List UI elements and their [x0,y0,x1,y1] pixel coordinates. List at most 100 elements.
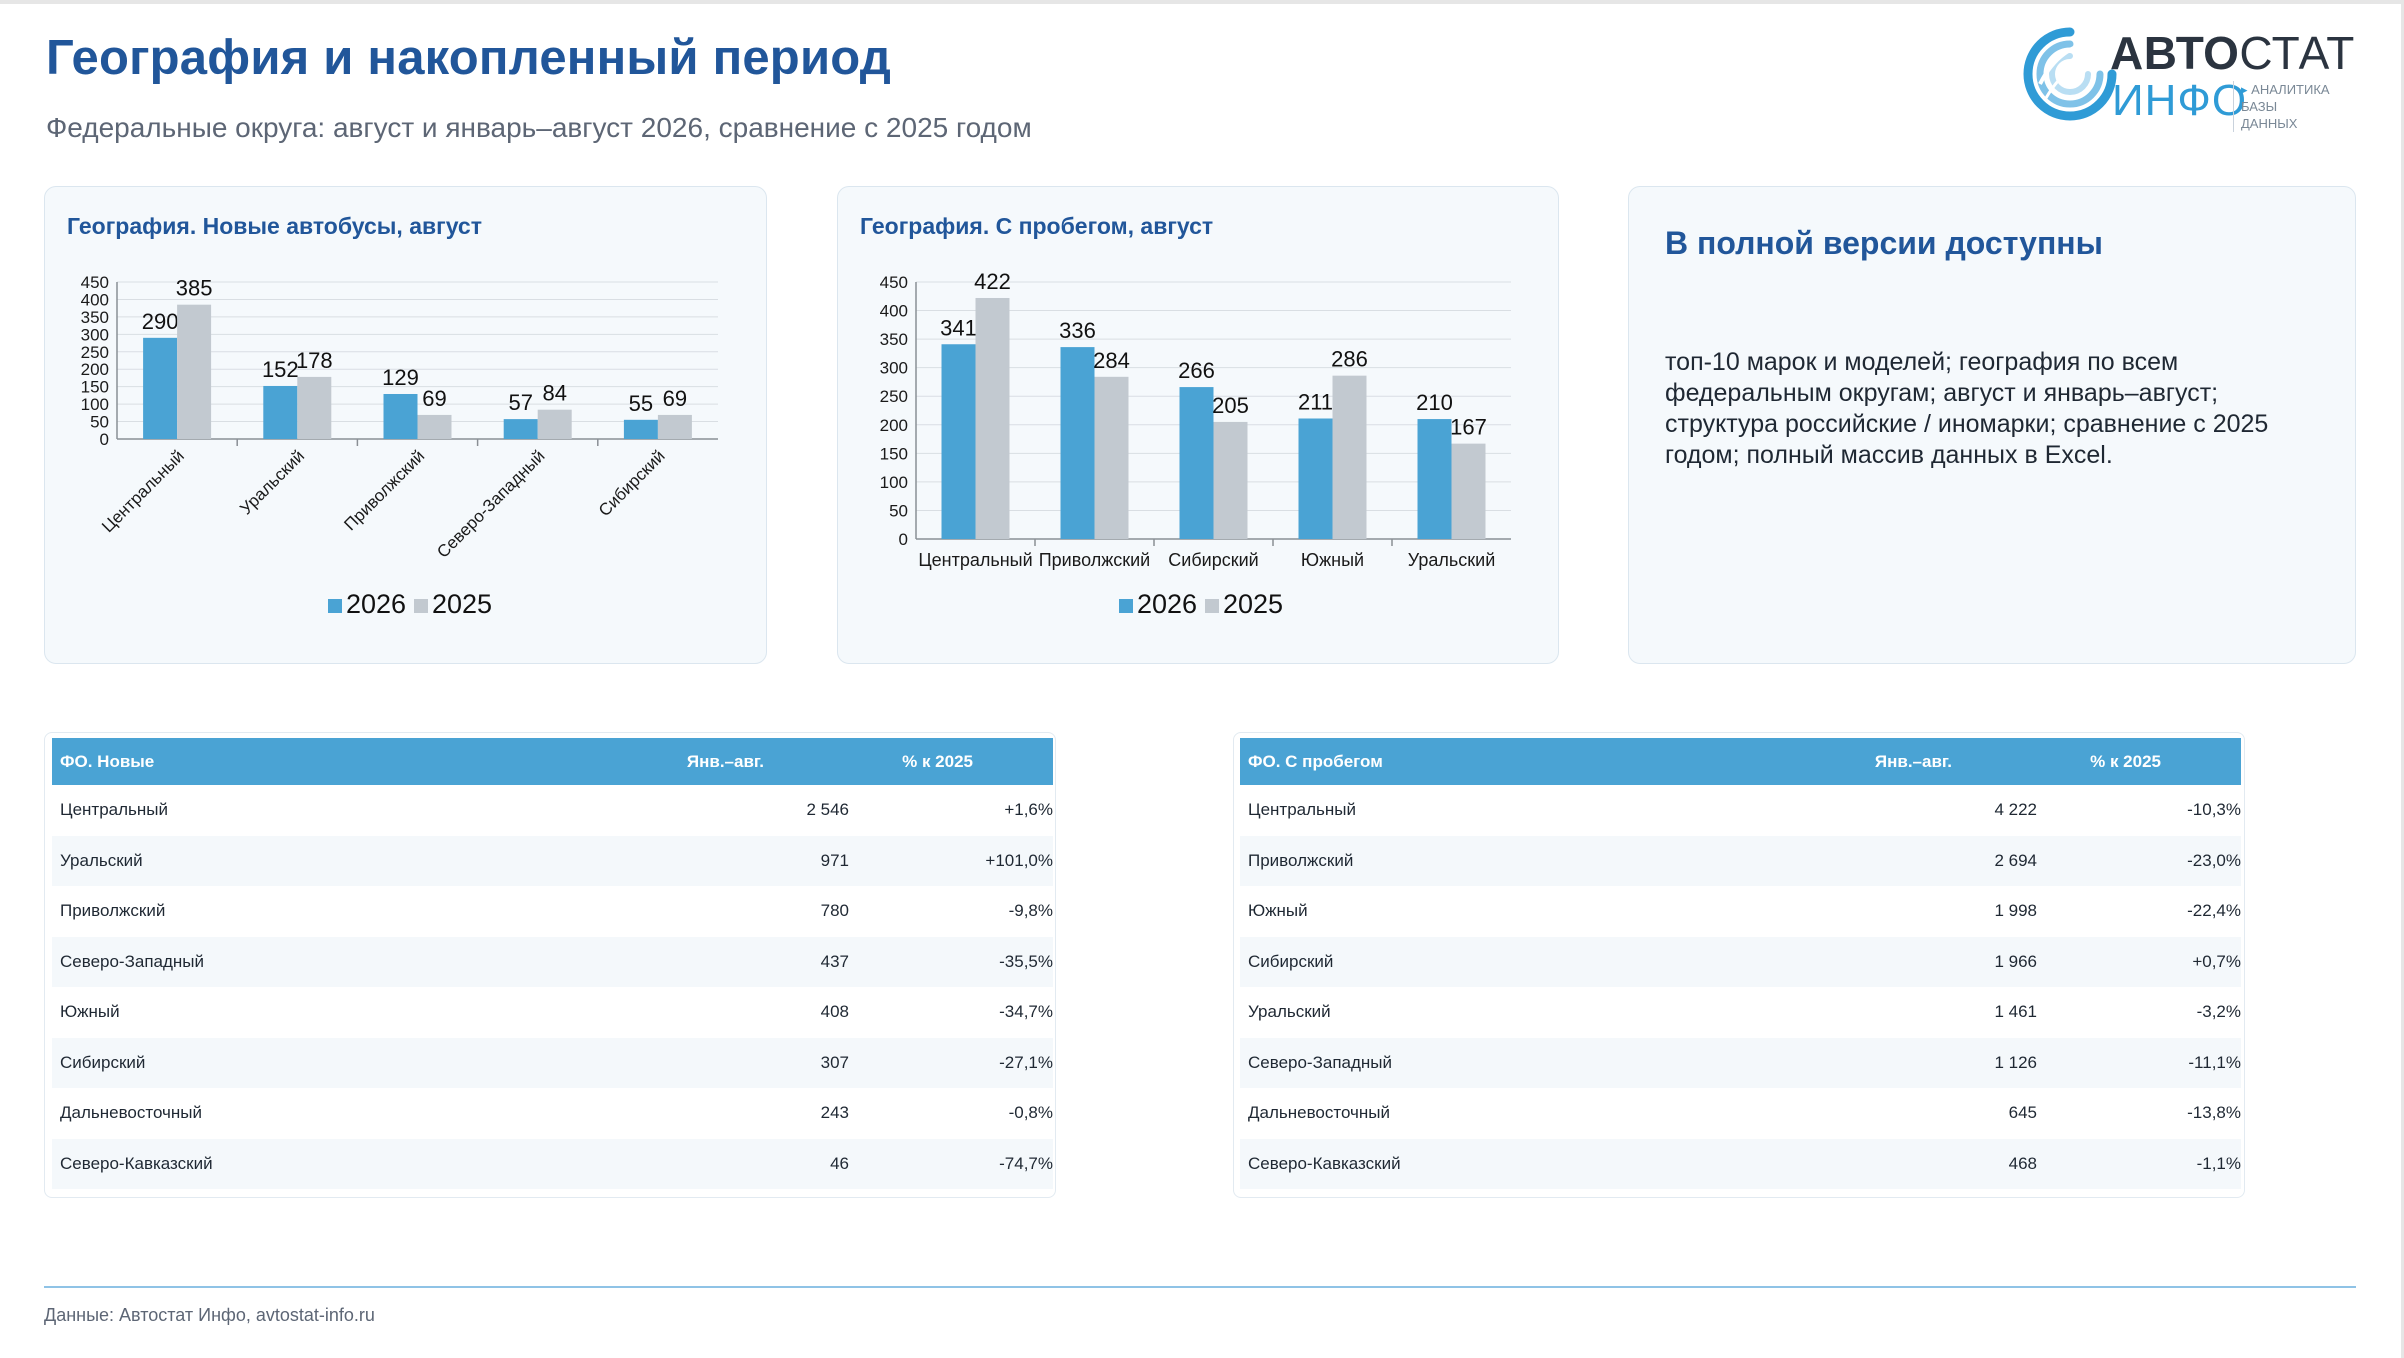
bar-2026 [1179,387,1214,539]
y-tick-label: 400 [81,290,109,309]
data-label: 211 [1298,389,1333,414]
data-label: 341 [940,315,977,340]
change-cell: -22,4% [2187,901,2241,921]
bar-2025 [657,414,692,439]
chart-title: География. Новые автобусы, август [67,213,482,239]
table-used-by-district: ФО. С пробегом Янв.–авг.% к 2025 Централь… [1240,738,2241,1189]
ytd-value-cell: 4 222 [1994,800,2037,820]
bar-2026 [1417,419,1452,539]
info-title: В полной версии доступны [1665,225,2103,261]
table-row: Дальневосточный 645 -13,8% [1240,1088,2241,1139]
arrow-icon: ▸ [2241,82,2248,97]
table-row: Сибирский 1 966 +0,7% [1240,936,2241,987]
table-row: Северо-Кавказский 46 -74,7% [52,1138,1053,1189]
data-label: 152 [262,357,299,382]
bar-2025 [177,304,212,439]
legend-label: 2026 [346,589,406,619]
region-cell: Дальневосточный [1248,1103,1391,1123]
region-cell: Уральский [1248,1002,1331,1022]
table-row: Уральский 971 +101,0% [52,835,1053,886]
bar-2025 [297,376,332,439]
column-header: % к 2025 [849,738,1053,785]
data-label: 129 [382,365,419,390]
chart-used: 0 50 100 150 200 250 300 350 400 450 341 422 Централ… [880,269,1511,619]
bar-2025 [1451,443,1486,539]
bar-2025 [1332,375,1367,539]
column-header: ФО. С пробегом [1240,738,1770,785]
change-cell: +1,6% [1004,800,1053,820]
region-cell: Дальневосточный [60,1103,203,1123]
ytd-value-cell: 780 [820,901,849,921]
ytd-value-cell: 243 [820,1103,849,1123]
logo-word-avto: АВТОСТАТ [2110,27,2355,79]
page-title: География и накопленный период [46,31,892,85]
region-cell: Приволжский [60,901,166,921]
x-tick-label: Сибирский [595,446,669,520]
bar-2025 [1094,376,1129,539]
bar-2025 [1213,421,1248,539]
x-tick-label: Центральный [98,446,188,536]
region-cell: Сибирский [1240,936,1770,987]
x-tick-label: Центральный [918,550,1032,570]
y-tick-label: 50 [90,413,109,432]
table-row: Южный 408 -34,7% [52,987,1053,1038]
data-label: 336 [1059,318,1096,343]
legend-label: 2025 [1223,589,1283,619]
column-header: Янв.–авг. [1770,738,2037,785]
page-subtitle: Федеральные округа: август и январь–авгу… [46,112,1032,143]
region-cell: Северо-Западный [52,936,582,987]
ytd-value-cell: 1 461 [1994,1002,2037,1022]
data-label: 286 [1331,347,1368,372]
region-cell: Уральский [52,835,582,886]
chart-card-used: География. С пробегом, август 0 50 100 150 2… [837,186,1559,664]
y-tick-label: 300 [81,325,109,344]
x-tick-label: Приволжский [1039,550,1151,570]
info-text: топ-10 марок и моделей; география по все… [1665,348,2269,469]
top-border [0,0,2404,4]
bar-2025 [417,414,452,439]
y-tick-label: 250 [81,343,109,362]
region-cell: Сибирский [52,1037,582,1088]
data-label: 55 [629,391,653,416]
swirl-logo-icon [2023,27,2117,121]
data-label: 266 [1178,358,1215,383]
y-tick-label: 350 [81,308,109,327]
region-cell: Северо-Западный [1240,1037,1770,1088]
change-cell: -35,5% [849,936,1053,987]
table-row: Центральный 4 222 -10,3% [1240,785,2241,836]
data-label: 69 [422,386,446,411]
data-label: 284 [1093,348,1130,373]
table-row: Северо-Кавказский 468 -1,1% [1240,1138,2241,1189]
ytd-value-cell: 307 [582,1037,849,1088]
change-cell: -10,3% [2187,800,2241,820]
data-label: 167 [1450,415,1487,440]
change-cell: -1,1% [2037,1138,2241,1189]
region-cell: Северо-Кавказский [1240,1138,1770,1189]
table-row: Южный 1 998 -22,4% [1240,886,2241,937]
ytd-value-cell: 971 [582,835,849,886]
table-row: Центральный 2 546 +1,6% [52,785,1053,836]
chart-card-new-buses: География. Новые автобусы, август 0 50 100… [44,186,767,664]
legend-label: 2026 [1137,589,1197,619]
ytd-value-cell: 645 [2008,1103,2037,1123]
table-row: Приволжский 2 694 -23,0% [1240,835,2241,886]
logo-word-info: ИНФО [2112,76,2248,125]
data-label: 385 [176,276,213,301]
x-tick-label: Южный [1301,550,1364,570]
table-row: Дальневосточный 243 -0,8% [52,1088,1053,1139]
bar-2026 [263,385,298,439]
legend-label: 2025 [432,589,492,619]
change-cell: -34,7% [999,1002,1053,1022]
data-label: 290 [142,309,179,334]
table-row: Уральский 1 461 -3,2% [1240,987,2241,1038]
y-tick-label: 200 [880,416,908,435]
y-tick-label: 150 [81,378,109,397]
change-cell: -74,7% [849,1138,1053,1189]
column-header: ФО. Новые [52,738,582,785]
change-cell: +0,7% [2037,936,2241,987]
bar-2025 [537,409,572,439]
change-cell: -13,8% [2187,1103,2241,1123]
table-header: ФО. Новые Янв.–авг.% к 2025 [52,738,1053,785]
footer-source: Данные: Автостат Инфо, avtostat-info.ru [44,1305,375,1325]
bar-2026 [623,419,658,439]
